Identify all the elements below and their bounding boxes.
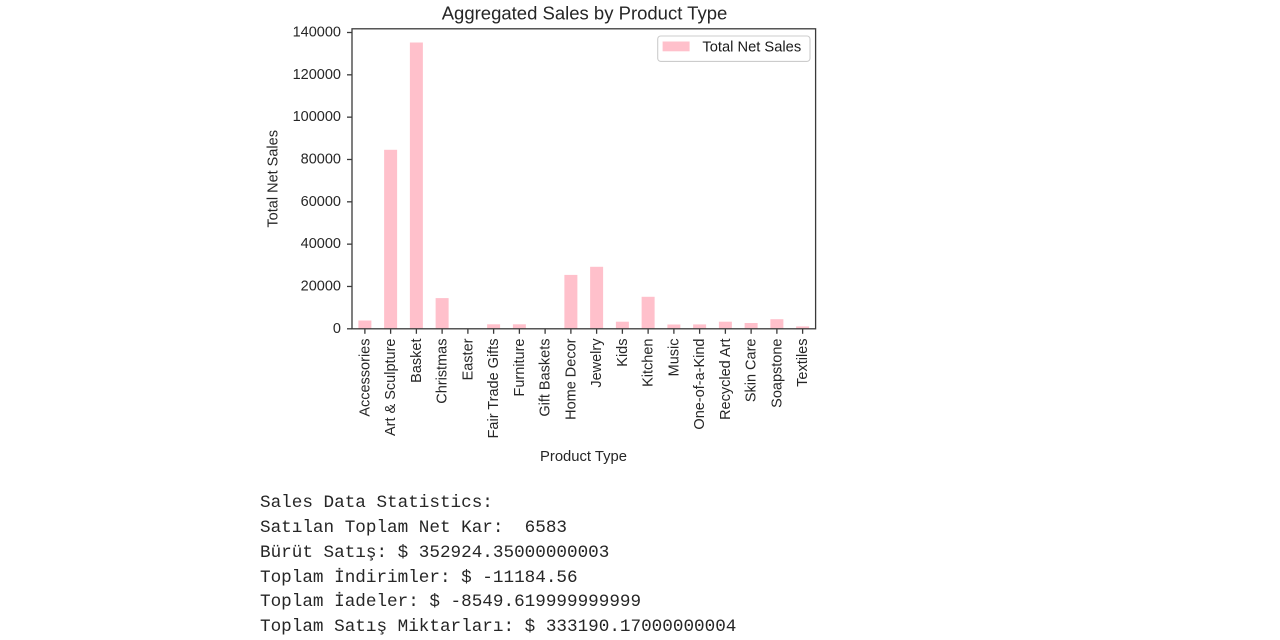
- svg-text:One-of-a-Kind: One-of-a-Kind: [692, 339, 708, 430]
- svg-text:140000: 140000: [293, 25, 341, 41]
- svg-text:Recycled Art: Recycled Art: [718, 339, 734, 420]
- svg-text:Easter: Easter: [460, 338, 476, 380]
- svg-text:60000: 60000: [301, 194, 341, 210]
- svg-text:Kitchen: Kitchen: [641, 339, 657, 387]
- svg-text:Music: Music: [666, 339, 682, 377]
- svg-text:Christmas: Christmas: [435, 339, 451, 404]
- svg-text:120000: 120000: [293, 67, 341, 83]
- svg-text:Basket: Basket: [409, 339, 425, 383]
- svg-text:Textiles: Textiles: [795, 339, 811, 387]
- svg-text:40000: 40000: [301, 236, 341, 252]
- svg-text:Product Type: Product Type: [540, 449, 627, 465]
- svg-text:Total Net Sales: Total Net Sales: [702, 39, 801, 55]
- svg-text:80000: 80000: [301, 151, 341, 167]
- svg-text:Gift Baskets: Gift Baskets: [538, 339, 554, 417]
- svg-text:0: 0: [333, 321, 341, 337]
- svg-text:Fair Trade Gifts: Fair Trade Gifts: [486, 339, 502, 439]
- svg-text:Jewelry: Jewelry: [589, 338, 605, 388]
- svg-text:100000: 100000: [293, 109, 341, 125]
- svg-text:Kids: Kids: [615, 339, 631, 367]
- svg-text:Total Net Sales: Total Net Sales: [266, 130, 282, 228]
- svg-text:Home Decor: Home Decor: [563, 338, 579, 420]
- svg-text:Soapstone: Soapstone: [769, 339, 785, 408]
- svg-text:Aggregated Sales by Product Ty: Aggregated Sales by Product Type: [442, 2, 728, 23]
- svg-text:Skin Care: Skin Care: [744, 339, 760, 403]
- svg-text:Furniture: Furniture: [512, 339, 528, 397]
- svg-text:Art & Sculpture: Art & Sculpture: [383, 339, 399, 437]
- svg-text:Accessories: Accessories: [357, 339, 373, 417]
- svg-text:20000: 20000: [301, 278, 341, 294]
